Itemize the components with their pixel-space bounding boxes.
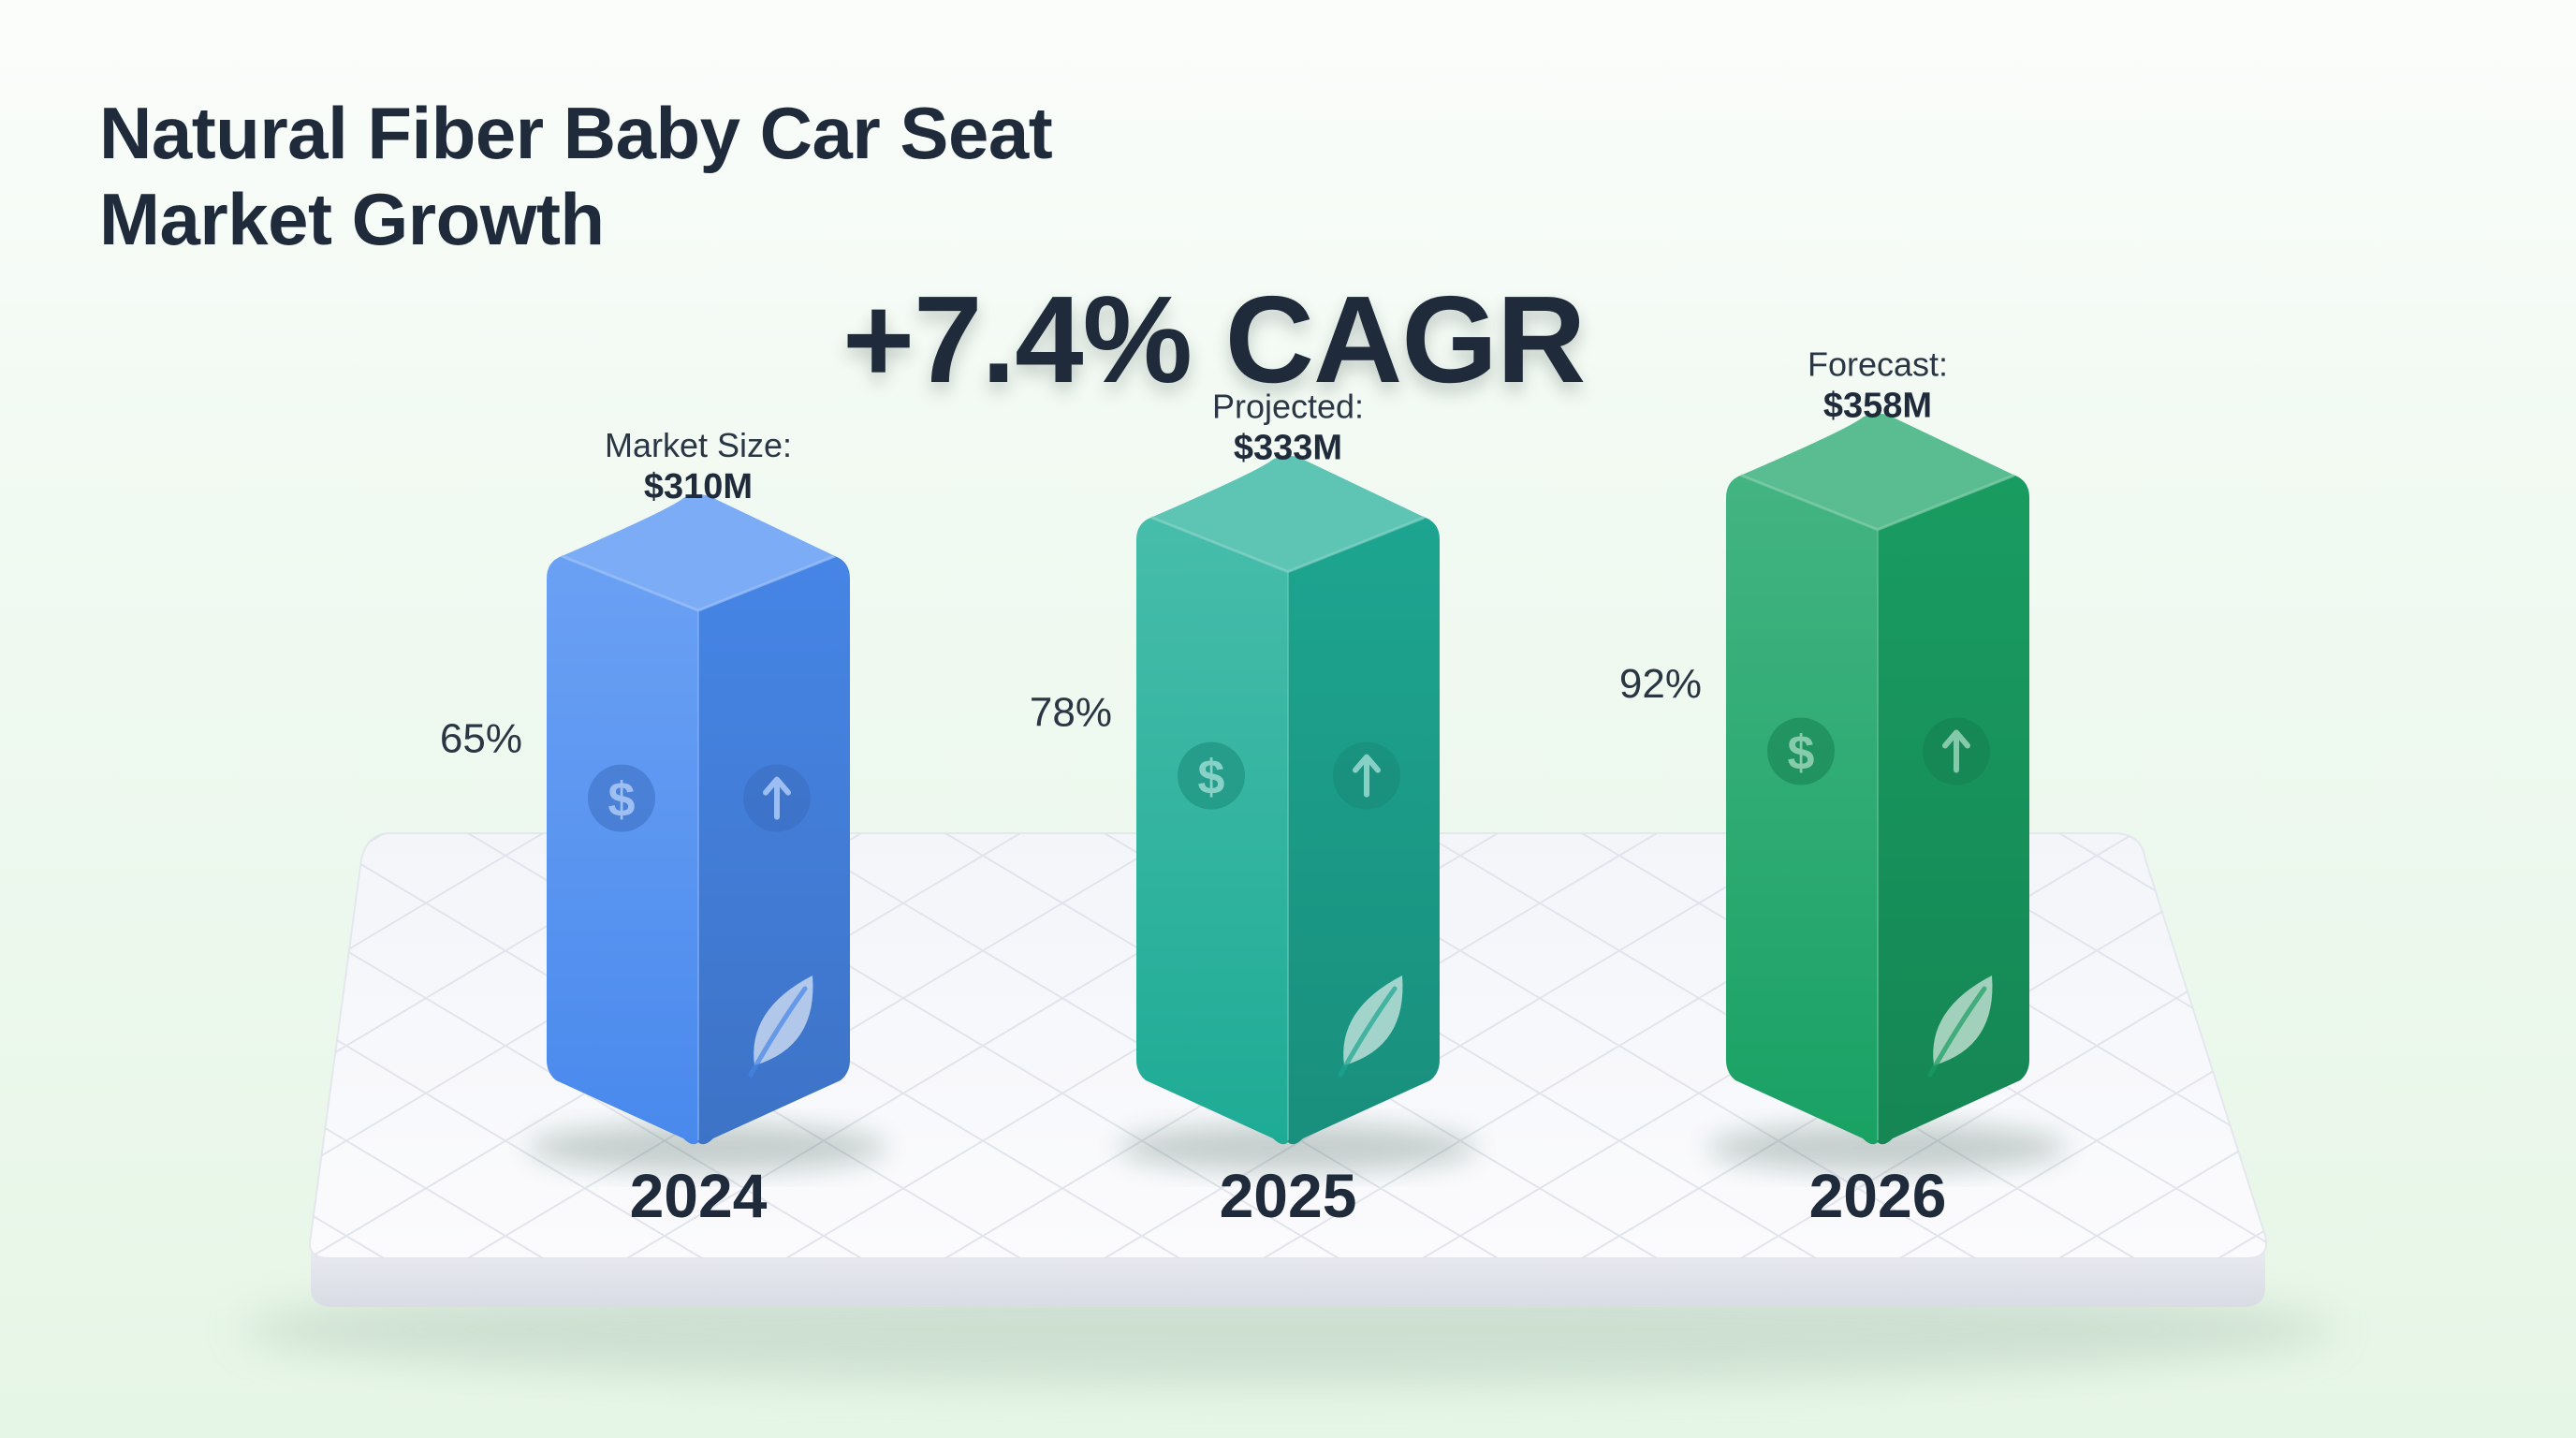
- svg-text:$: $: [1788, 726, 1815, 780]
- bar-top-face: [1151, 455, 1425, 572]
- arrow-up-icon: [1333, 741, 1400, 810]
- bar-left-face: [547, 556, 698, 1145]
- value-label: $310M: [644, 467, 753, 506]
- labels-layer: Market Size:$310M 65% 2024 Projected:$333M 7…: [440, 345, 1948, 1230]
- value-label: $358M: [1823, 387, 1932, 426]
- dollar-icon: $: [1767, 717, 1835, 785]
- value-caption-label: Market Size:: [605, 426, 792, 464]
- svg-text:$: $: [608, 773, 636, 828]
- chart-title-line-1: Natural Fiber Baby Car Seat: [99, 92, 1053, 174]
- value-caption-label: Projected:: [1212, 388, 1364, 426]
- bar-left-face: [1726, 475, 1878, 1145]
- category-label: 2024: [630, 1161, 768, 1230]
- bar-top-face: [562, 494, 835, 610]
- percent-label: 78%: [1030, 689, 1112, 735]
- chart-title: Natural Fiber Baby Car Seat Market Growt…: [99, 90, 1053, 262]
- arrow-up-icon: [1923, 717, 1990, 785]
- percent-label: 65%: [440, 716, 522, 762]
- bars-layer: $ $ $: [528, 413, 2067, 1172]
- svg-text:$: $: [1198, 751, 1225, 805]
- dollar-icon: $: [1178, 741, 1245, 810]
- bar-2024: $: [528, 494, 887, 1172]
- bar-left-face: [1136, 517, 1288, 1145]
- arrow-up-icon: [743, 764, 811, 832]
- value-label: $333M: [1234, 429, 1342, 468]
- bar-top-face: [1741, 413, 2014, 530]
- chart-title-line-2: Market Growth: [99, 178, 605, 260]
- leaf-icon: [1927, 976, 1993, 1078]
- dollar-icon: $: [588, 764, 655, 832]
- bar-2025: $: [1118, 455, 1477, 1172]
- value-caption-label: Forecast:: [1808, 345, 1948, 384]
- category-label: 2025: [1220, 1161, 1357, 1230]
- leaf-icon: [748, 976, 813, 1078]
- percent-label: 92%: [1619, 661, 1702, 707]
- cagr-headline: +7.4% CAGR: [842, 271, 1586, 408]
- leaf-icon: [1338, 976, 1403, 1078]
- bar-2026: $: [1707, 413, 2067, 1172]
- category-label: 2026: [1809, 1161, 1947, 1230]
